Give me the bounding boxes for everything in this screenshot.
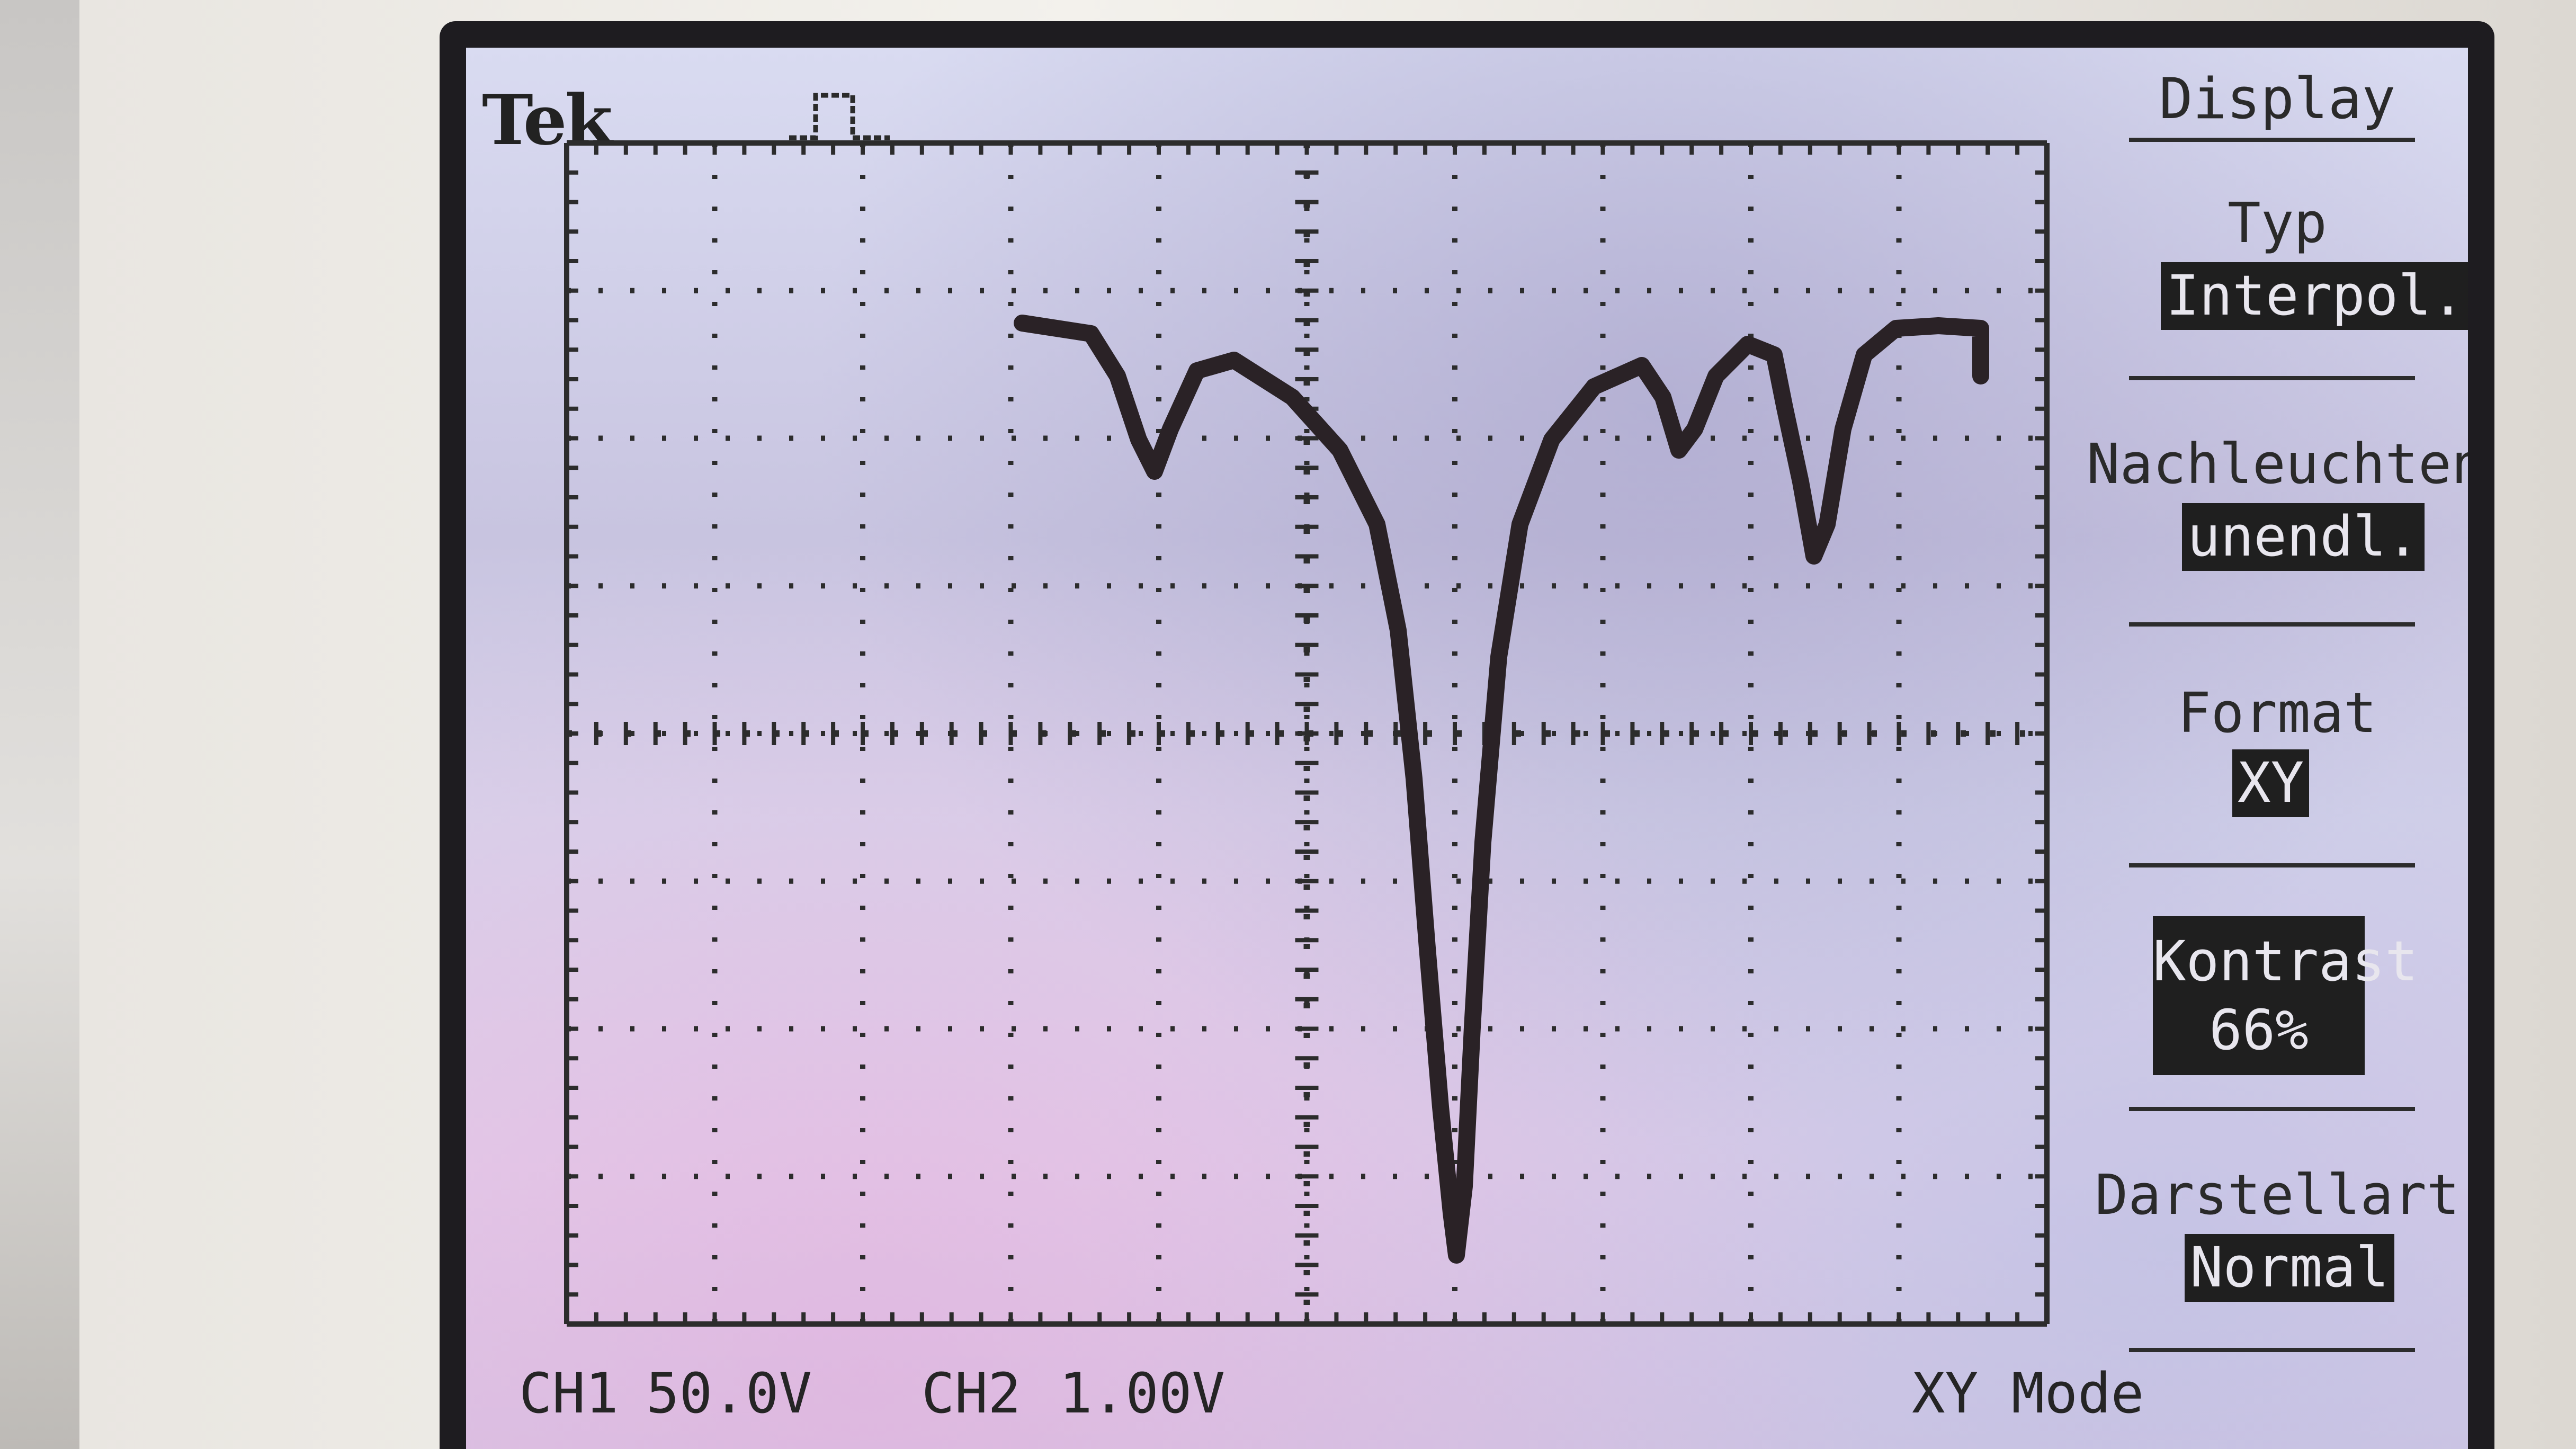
- menu-value-kontrast: 66%: [2153, 996, 2365, 1065]
- menu-value-nachleuchten[interactable]: unendl.: [2182, 503, 2425, 571]
- menu-divider: [2129, 376, 2415, 380]
- menu-label-format: Format: [2087, 681, 2468, 745]
- graticule-grid: [567, 143, 2047, 1324]
- ch1-label: CH1: [519, 1361, 619, 1426]
- signal-trace: [1022, 323, 1981, 1255]
- menu-divider: [2129, 1107, 2415, 1111]
- menu-value-format[interactable]: XY: [2232, 749, 2309, 817]
- ch2-label: CH2: [922, 1361, 1021, 1426]
- menu-label-nachleuchten: Nachleuchten: [2087, 432, 2468, 496]
- menu-value-darstellart[interactable]: Normal: [2185, 1234, 2394, 1302]
- menu-divider: [2129, 138, 2415, 142]
- menu-divider: [2129, 622, 2415, 627]
- menu-label-typ: Typ: [2087, 191, 2468, 255]
- mode-label: XY Mode: [1912, 1361, 2144, 1426]
- menu-title: Display: [2113, 66, 2441, 131]
- menu-divider: [2129, 863, 2415, 867]
- menu-value-typ[interactable]: Interpol.: [2161, 262, 2468, 330]
- oscilloscope-screen: Tek CH1 50.0V CH2 1.00V XY Mode Display …: [466, 48, 2468, 1449]
- ch1-scale: 50.0V: [646, 1361, 812, 1426]
- menu-label-darstellart: Darstellart: [2087, 1162, 2468, 1227]
- menu-divider: [2129, 1348, 2415, 1352]
- graticule-and-trace: [466, 48, 2468, 1449]
- ch2-scale: 1.00V: [1059, 1361, 1225, 1426]
- menu-item-kontrast[interactable]: Kontrast 66%: [2153, 916, 2365, 1075]
- menu-label-kontrast: Kontrast: [2153, 927, 2365, 996]
- background-wall: [0, 0, 79, 1449]
